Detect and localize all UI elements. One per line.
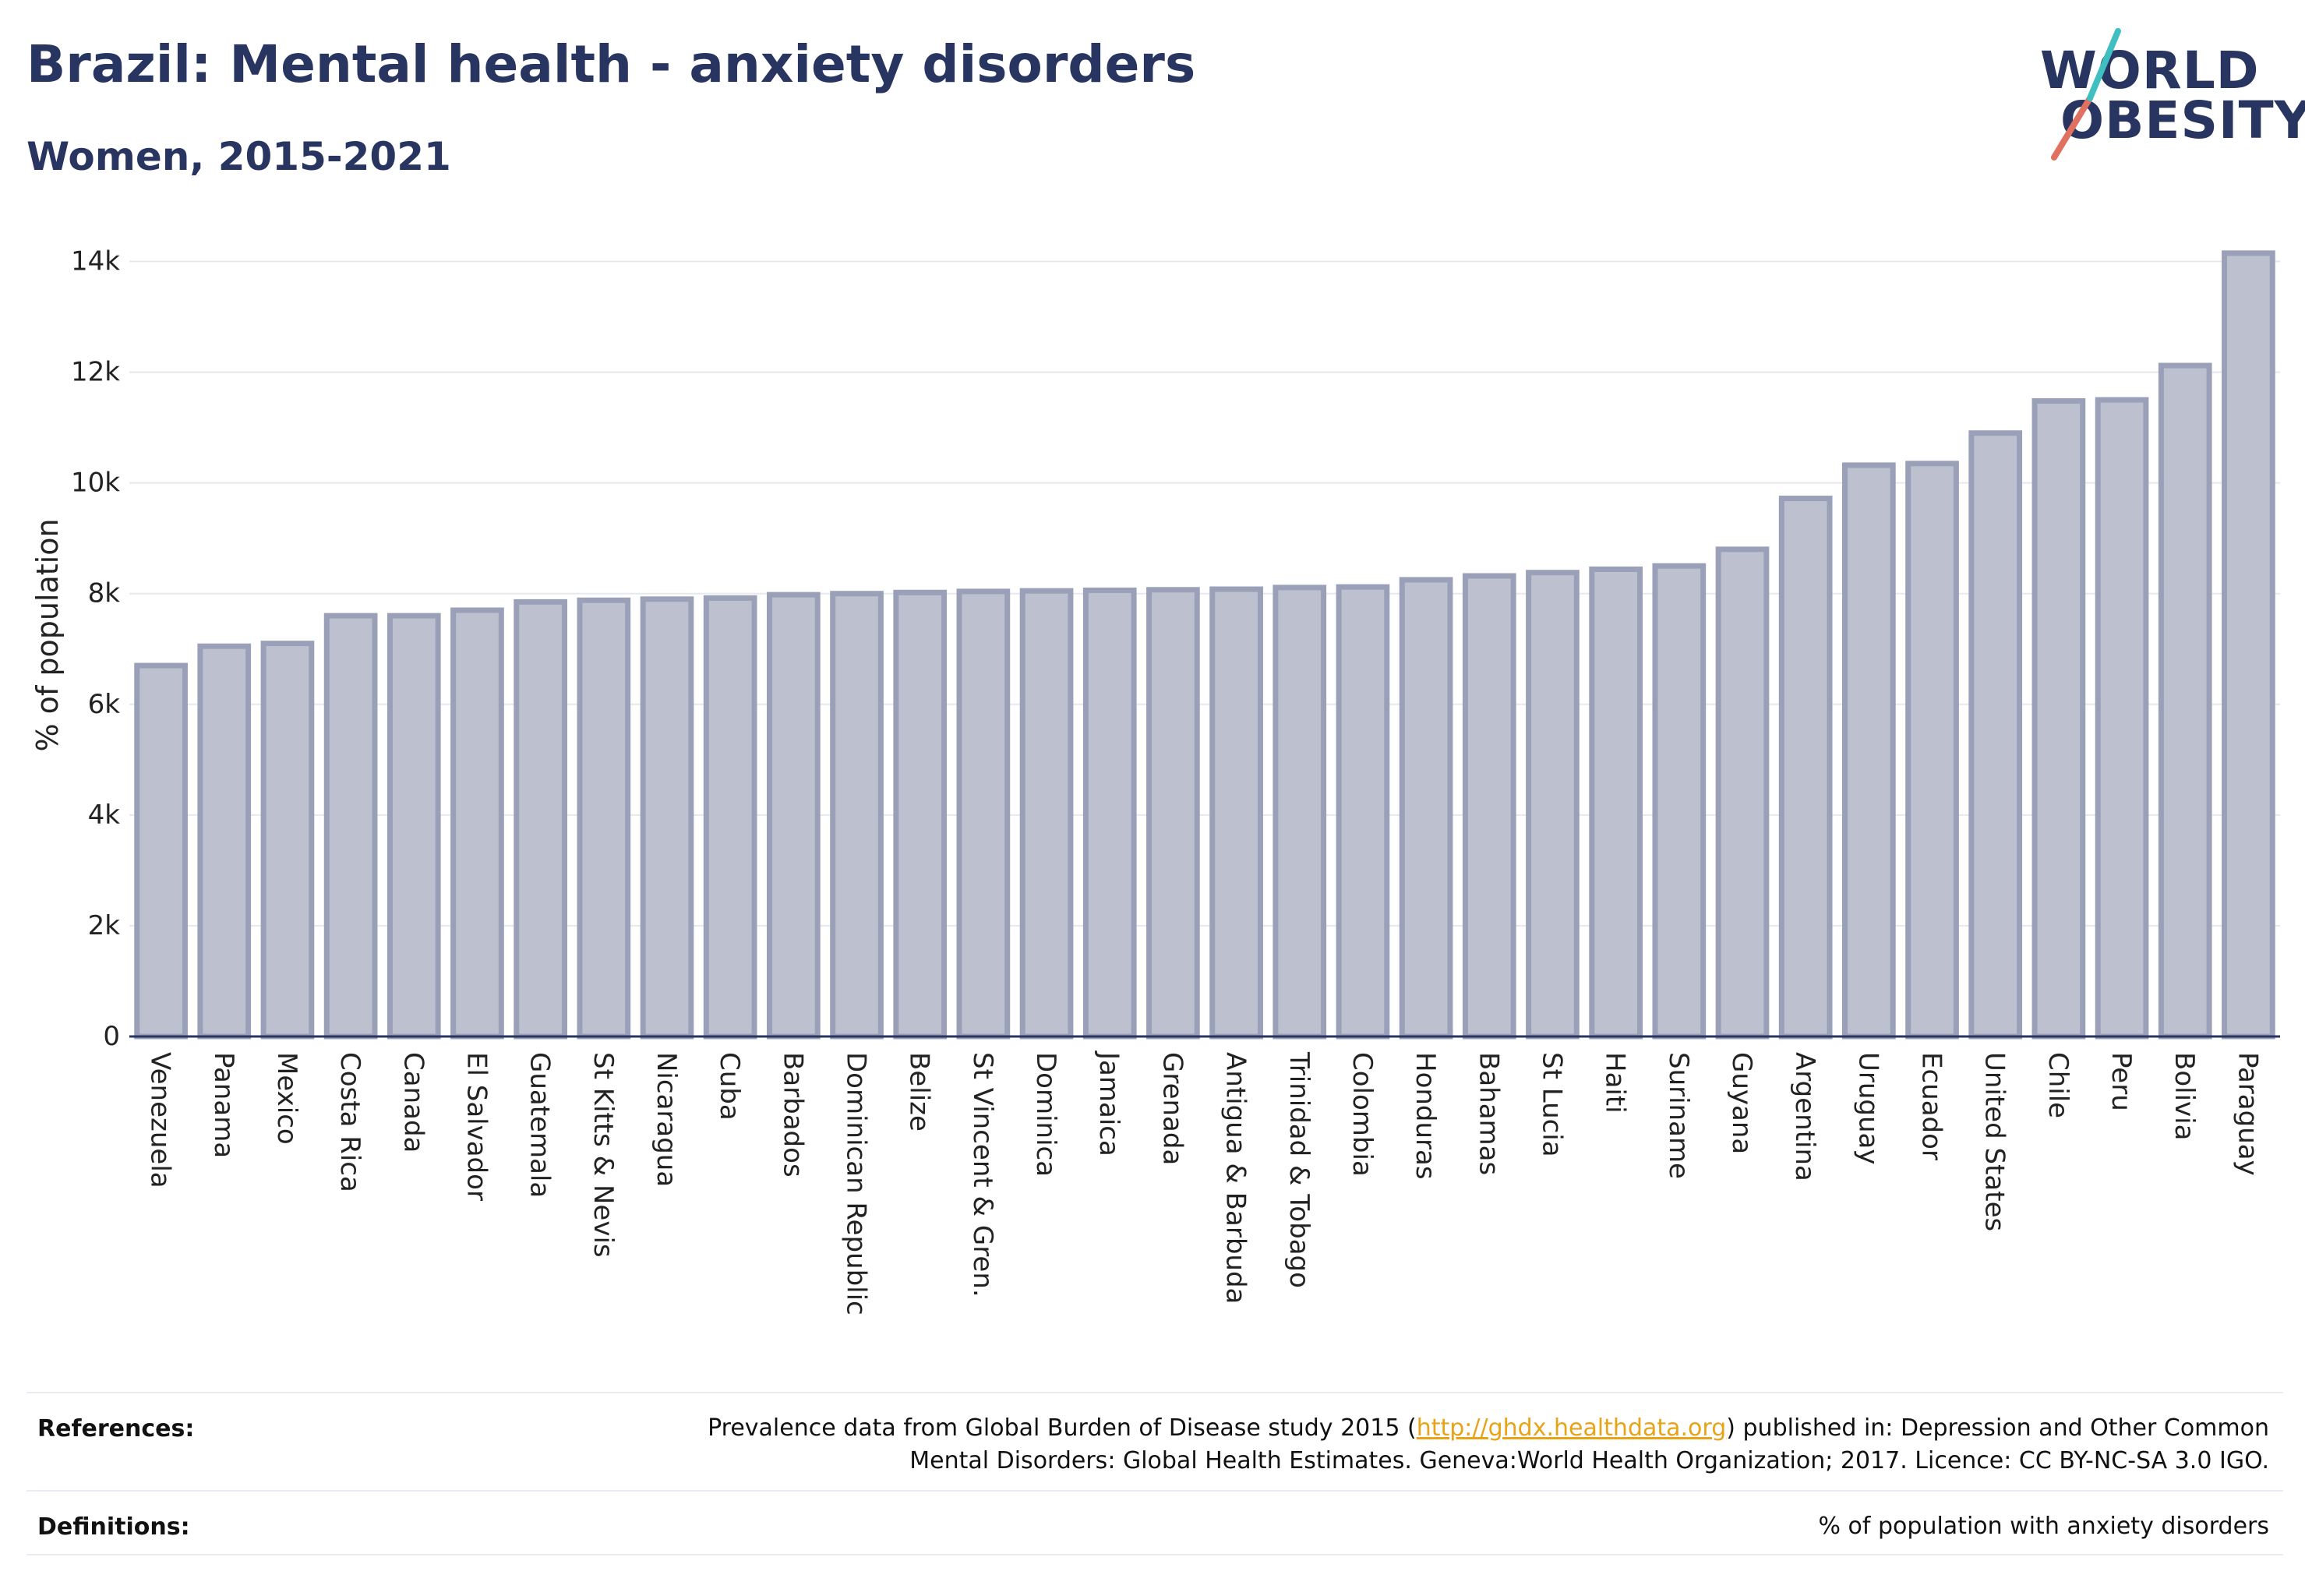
- bar: [1399, 577, 1453, 1040]
- y-axis-title: % of population: [30, 518, 65, 751]
- definitions-text: % of population with anxiety disorders: [1818, 1513, 2269, 1540]
- bar: [1968, 430, 2023, 1040]
- x-tick-label: St Lucia: [1536, 1052, 1567, 1157]
- x-tick-label: Honduras: [1410, 1052, 1441, 1180]
- bar: [1842, 462, 1896, 1040]
- references-label: References:: [37, 1415, 195, 1442]
- bar: [703, 595, 757, 1040]
- bar: [1905, 461, 1959, 1040]
- bar: [323, 613, 378, 1040]
- x-tick-label: Haiti: [1600, 1052, 1631, 1114]
- bar: [1715, 546, 1770, 1040]
- bar: [2158, 362, 2212, 1040]
- x-tick-label: United States: [1979, 1052, 2010, 1231]
- y-tick-label: 0: [103, 1021, 120, 1052]
- bar: [893, 589, 948, 1040]
- x-tick-label: Peru: [2106, 1052, 2137, 1111]
- bar: [1273, 584, 1327, 1040]
- bar: [1778, 496, 1833, 1040]
- y-tick-label: 4k: [88, 800, 121, 831]
- x-tick-label: Paraguay: [2232, 1052, 2263, 1176]
- y-tick-label: 10k: [71, 468, 120, 499]
- bar: [1462, 573, 1516, 1040]
- bar: [450, 607, 504, 1040]
- bar: [2095, 397, 2149, 1040]
- bar: [1589, 566, 1643, 1040]
- x-tick-label: Chile: [2042, 1052, 2074, 1118]
- x-tick-label: Barbados: [777, 1052, 808, 1178]
- bar: [577, 597, 631, 1040]
- x-tick-label: Cuba: [714, 1052, 745, 1121]
- x-tick-label: Ecuador: [1916, 1052, 1947, 1160]
- logo-slash-icon: [2051, 28, 2121, 161]
- logo-word-world: WORLD: [2040, 41, 2260, 101]
- references-text-before: Prevalence data from Global Burden of Di…: [708, 1414, 1417, 1442]
- bar-chart: 0 2k 4k 6k 8k 10k 12k 14k % of population Venezue…: [30, 246, 2280, 1315]
- footer-divider-top: [26, 1392, 2283, 1393]
- bar: [1019, 588, 1074, 1040]
- x-tick-label: Uruguay: [1852, 1052, 1883, 1165]
- x-tick-label: Bolivia: [2169, 1052, 2200, 1140]
- bar: [1652, 563, 1707, 1040]
- y-tick-label: 8k: [88, 578, 121, 609]
- world-obesity-logo: WORLD OBESITY: [2026, 23, 2305, 164]
- bar: [197, 643, 252, 1040]
- x-tick-label: Bahamas: [1473, 1052, 1504, 1175]
- definitions-label: Definitions:: [37, 1513, 190, 1541]
- y-tick-label: 6k: [88, 689, 121, 720]
- x-tick-label: Colombia: [1347, 1052, 1378, 1177]
- chart-title: Brazil: Mental health - anxiety disorder…: [26, 34, 1196, 94]
- x-tick-label: St Kitts & Nevis: [588, 1052, 619, 1258]
- x-tick-label: Grenada: [1156, 1052, 1188, 1165]
- references-text-line2: Mental Disorders: Global Health Estimate…: [909, 1447, 2269, 1474]
- x-tick-label: Belize: [904, 1052, 935, 1132]
- x-tick-label: Guatemala: [524, 1052, 556, 1198]
- footer-divider-middle: [26, 1490, 2283, 1492]
- references-text-after: ) published in: Depression and Other Com…: [1726, 1414, 2269, 1442]
- x-tick-label: Guyana: [1726, 1052, 1757, 1154]
- bar: [1336, 584, 1390, 1040]
- bar: [1526, 570, 1580, 1040]
- x-tick-label: Trinidad & Tobago: [1283, 1051, 1315, 1288]
- bar: [640, 596, 694, 1040]
- x-tick-label: Canada: [397, 1052, 429, 1153]
- bar: [514, 598, 567, 1040]
- bar: [1209, 586, 1263, 1040]
- x-tick-label: Argentina: [1789, 1052, 1820, 1181]
- x-tick-label: Suriname: [1663, 1052, 1694, 1179]
- y-tick-label: 12k: [71, 357, 120, 388]
- x-tick-label: St Vincent & Gren.: [967, 1052, 998, 1298]
- bar: [260, 641, 315, 1040]
- references-text: Prevalence data from Global Burden of Di…: [708, 1412, 2269, 1478]
- bar: [387, 613, 441, 1040]
- x-tick-label: Mexico: [271, 1052, 302, 1145]
- chart-subtitle: Women, 2015-2021: [26, 134, 451, 179]
- bar: [767, 591, 821, 1040]
- x-tick-label: Nicaragua: [651, 1052, 682, 1187]
- bar: [830, 591, 884, 1040]
- bar: [1146, 587, 1200, 1040]
- x-tick-label: El Salvador: [461, 1052, 492, 1201]
- x-tick-label: Dominican Republic: [841, 1052, 872, 1315]
- references-link[interactable]: http://ghdx.healthdata.org: [1416, 1414, 1727, 1442]
- bar: [2222, 250, 2275, 1040]
- x-tick-label: Antigua & Barbuda: [1220, 1052, 1251, 1304]
- footer-divider-bottom: [26, 1554, 2283, 1555]
- x-tick-label: Dominica: [1030, 1052, 1061, 1177]
- x-tick-label: Venezuela: [145, 1052, 176, 1188]
- bar: [2031, 398, 2086, 1040]
- y-tick-label: 2k: [88, 910, 121, 941]
- bar: [134, 662, 188, 1040]
- x-tick-label: Panama: [208, 1052, 239, 1158]
- y-tick-label: 14k: [71, 246, 120, 277]
- bar: [1082, 587, 1137, 1040]
- x-tick-label: Jamaica: [1093, 1050, 1124, 1156]
- logo-word-obesity: OBESITY: [2060, 90, 2305, 150]
- bar: [956, 588, 1011, 1040]
- x-tick-label: Costa Rica: [334, 1052, 365, 1192]
